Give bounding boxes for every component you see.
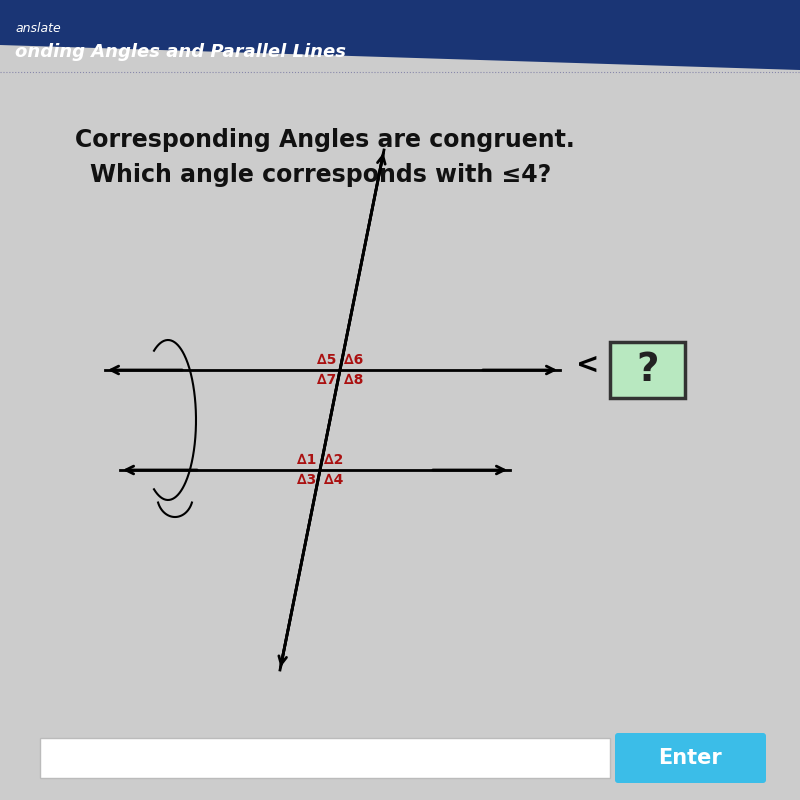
Text: <: <: [576, 351, 600, 379]
Text: ∆3: ∆3: [297, 473, 316, 487]
Text: ∆2: ∆2: [324, 453, 343, 467]
Text: Corresponding Angles are congruent.: Corresponding Angles are congruent.: [75, 128, 574, 152]
Text: ?: ?: [636, 351, 658, 389]
Text: ∆6: ∆6: [344, 353, 363, 367]
Text: Which angle corresponds with ≤4?: Which angle corresponds with ≤4?: [90, 163, 551, 187]
FancyBboxPatch shape: [615, 733, 766, 783]
Text: ∆5: ∆5: [317, 353, 336, 367]
Text: Enter: Enter: [658, 748, 722, 768]
Text: ∆7: ∆7: [317, 373, 336, 387]
FancyBboxPatch shape: [610, 342, 685, 398]
Text: ∆1: ∆1: [297, 453, 316, 467]
Text: onding Angles and Parallel Lines: onding Angles and Parallel Lines: [15, 43, 346, 61]
Polygon shape: [0, 0, 800, 70]
Text: anslate: anslate: [15, 22, 61, 34]
Text: ∆4: ∆4: [324, 473, 343, 487]
Bar: [40, 738, 610, 778]
Text: ∆8: ∆8: [344, 373, 363, 387]
